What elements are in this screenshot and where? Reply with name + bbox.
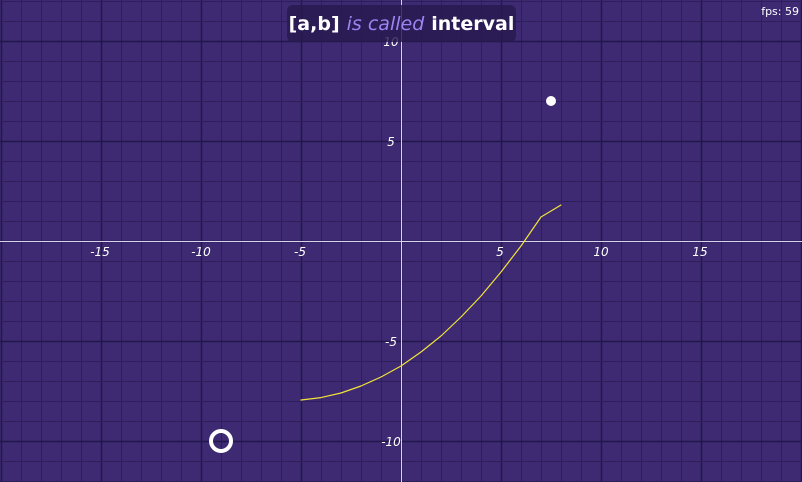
- filled-target-point[interactable]: [546, 96, 556, 106]
- y-tick-label-minus-10: -10: [381, 435, 401, 449]
- interval-expression: [a,b]: [288, 12, 340, 35]
- x-tick-label-10: 10: [593, 245, 609, 259]
- fps-label: fps:: [761, 5, 782, 18]
- y-tick-label-5: 5: [387, 135, 395, 149]
- x-tick-label-minus-5: -5: [294, 245, 306, 259]
- open-draggable-point[interactable]: [209, 429, 233, 453]
- x-tick-label-5: 5: [496, 245, 504, 259]
- title-connector-text: is called: [346, 12, 425, 35]
- challenge-title: [a,b] is called interval: [287, 5, 516, 42]
- fps-counter: fps: 59: [761, 5, 799, 18]
- x-tick-label-minus-10: -10: [191, 245, 211, 259]
- title-answer-word: interval: [431, 12, 515, 35]
- x-tick-label-15: 15: [692, 245, 707, 259]
- fps-value: 59: [785, 5, 799, 18]
- y-tick-label-minus-5: -5: [385, 335, 397, 349]
- yellow-function-curve[interactable]: [300, 204, 562, 401]
- x-tick-label-minus-15: -15: [90, 245, 110, 259]
